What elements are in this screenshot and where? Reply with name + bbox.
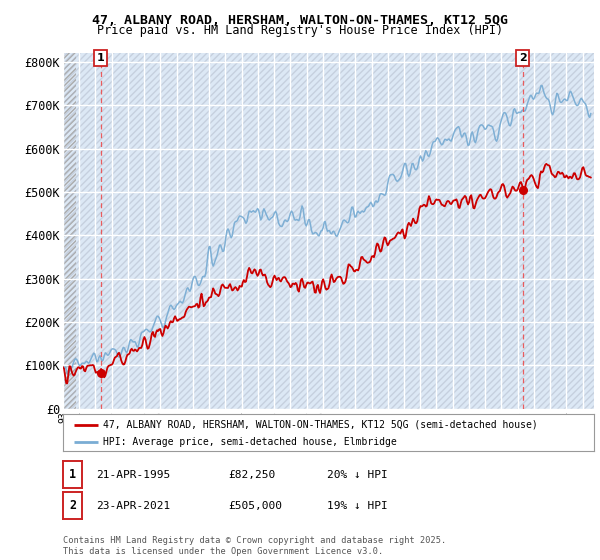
Text: 47, ALBANY ROAD, HERSHAM, WALTON-ON-THAMES, KT12 5QG: 47, ALBANY ROAD, HERSHAM, WALTON-ON-THAM…: [92, 14, 508, 27]
Text: £505,000: £505,000: [228, 501, 282, 511]
Text: 21-APR-1995: 21-APR-1995: [96, 470, 170, 480]
Text: 19% ↓ HPI: 19% ↓ HPI: [327, 501, 388, 511]
Text: 23-APR-2021: 23-APR-2021: [96, 501, 170, 511]
Bar: [63, 53, 76, 409]
Text: 2: 2: [519, 53, 527, 63]
Text: Contains HM Land Registry data © Crown copyright and database right 2025.
This d: Contains HM Land Registry data © Crown c…: [63, 536, 446, 556]
Text: 1: 1: [69, 468, 76, 482]
Text: 2: 2: [69, 499, 76, 512]
Text: 47, ALBANY ROAD, HERSHAM, WALTON-ON-THAMES, KT12 5QG (semi-detached house): 47, ALBANY ROAD, HERSHAM, WALTON-ON-THAM…: [103, 419, 538, 430]
Text: 1: 1: [97, 53, 104, 63]
Text: Price paid vs. HM Land Registry's House Price Index (HPI): Price paid vs. HM Land Registry's House …: [97, 24, 503, 37]
Text: 20% ↓ HPI: 20% ↓ HPI: [327, 470, 388, 480]
Text: HPI: Average price, semi-detached house, Elmbridge: HPI: Average price, semi-detached house,…: [103, 437, 397, 447]
Text: £82,250: £82,250: [228, 470, 275, 480]
